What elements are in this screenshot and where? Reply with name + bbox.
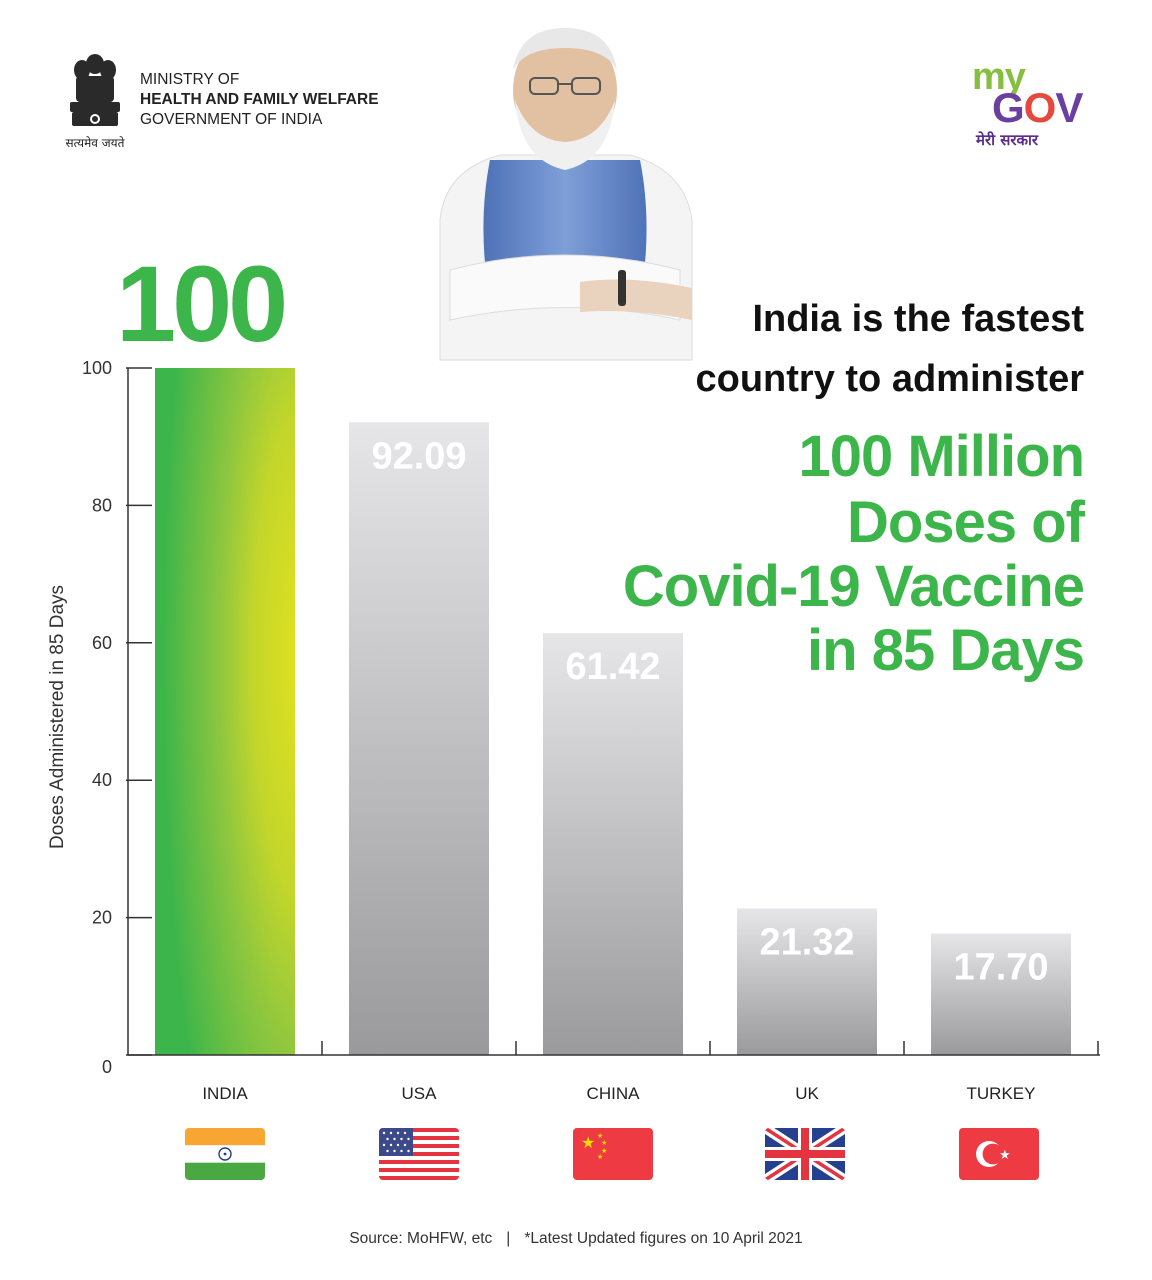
mygov-logo-gov: GOV: [992, 84, 1083, 132]
usa-flag-icon: [379, 1128, 459, 1180]
mygov-tagline: मेरी सरकार: [976, 131, 1039, 149]
source-text: Source: MoHFW, etc: [349, 1230, 493, 1247]
y-tick-label: 40: [92, 770, 112, 790]
svg-text:★: ★: [597, 1153, 603, 1161]
mygov-logo-g: G: [992, 84, 1025, 131]
national-emblem-icon: [70, 54, 120, 126]
svg-text:★: ★: [601, 1147, 607, 1155]
source-note: Source: MoHFW, etc | *Latest Updated figur…: [0, 1230, 1152, 1248]
y-tick-label: 60: [92, 633, 112, 653]
uk-flag-icon: [765, 1128, 845, 1180]
bar-turkey: [931, 933, 1071, 1055]
y-axis-label: Doses Administered in 85 Days: [47, 584, 68, 850]
svg-text:★: ★: [597, 1132, 603, 1140]
headline-line-2: country to administer: [695, 358, 1085, 400]
china-flag-icon: ★ ★ ★ ★ ★: [573, 1128, 653, 1180]
source-separator: |: [506, 1230, 511, 1247]
bar-india: [155, 368, 295, 1055]
turkey-flag-icon: ★: [959, 1128, 1039, 1180]
headline-green-3: Covid-19 Vaccine: [622, 554, 1085, 619]
headline-line-1: India is the fastest: [752, 298, 1084, 340]
svg-text:★: ★: [581, 1133, 595, 1152]
mygov-logo-my: my: [972, 56, 1026, 98]
portrait-photo: [439, 28, 693, 361]
ministry-line-1: MINISTRY OF: [140, 71, 240, 88]
big-number-100: 100: [116, 243, 288, 364]
value-label-usa: 92.09: [371, 435, 466, 477]
y-tick-label: 0: [102, 1057, 112, 1077]
category-label-turkey: TURKEY: [966, 1084, 1036, 1103]
ministry-line-3: GOVERNMENT OF INDIA: [140, 111, 323, 128]
svg-text:★: ★: [999, 1148, 1011, 1163]
headline-green-1: 100 Million: [798, 424, 1085, 489]
emblem-motto: सत्यमेव जयते: [65, 136, 125, 150]
bar-china: [543, 633, 683, 1055]
bar-usa: [349, 422, 489, 1056]
y-tick-label: 80: [92, 495, 112, 515]
value-label-china: 61.42: [565, 646, 660, 688]
category-label-uk: UK: [795, 1084, 819, 1103]
y-tick-label: 20: [92, 908, 112, 928]
update-note: *Latest Updated figures on 10 April 2021: [524, 1230, 803, 1247]
mygov-logo-o: O: [1023, 84, 1057, 131]
y-tick-label: 100: [82, 358, 112, 378]
headline-green-2: Doses of: [847, 490, 1085, 555]
category-label-china: CHINA: [586, 1084, 640, 1103]
india-flag-icon: [185, 1128, 265, 1180]
headline-green-4: in 85 Days: [807, 618, 1085, 683]
category-label-usa: USA: [401, 1084, 437, 1103]
svg-text:★: ★: [601, 1139, 607, 1147]
category-label-india: INDIA: [202, 1084, 248, 1103]
ministry-line-2: HEALTH AND FAMILY WELFARE: [140, 91, 379, 108]
mygov-logo-v: V: [1055, 84, 1083, 131]
bar-uk: [737, 908, 877, 1055]
value-label-turkey: 17.70: [953, 946, 1048, 988]
value-label-uk: 21.32: [759, 922, 854, 964]
